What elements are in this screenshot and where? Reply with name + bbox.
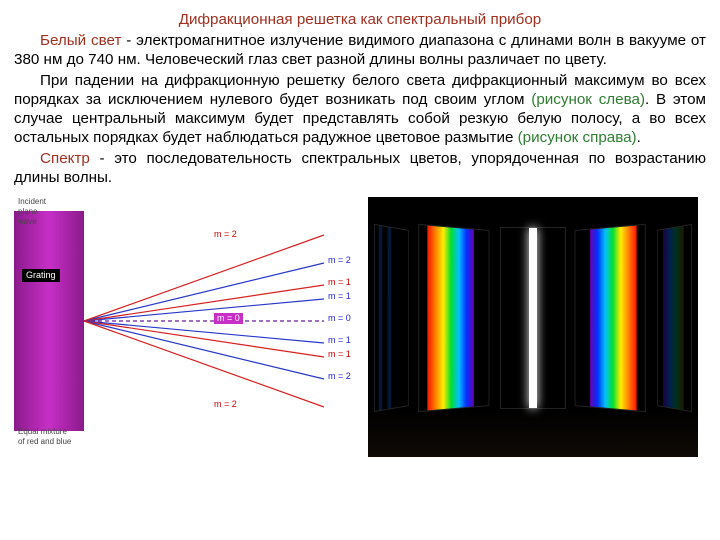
order-m0-right: m = 0 bbox=[328, 313, 351, 324]
stripe-f1 bbox=[379, 226, 383, 411]
left-diagram: Incident plane wave Grating Equal mixtur… bbox=[14, 197, 354, 457]
ref-left-figure: (рисунок слева) bbox=[531, 91, 645, 108]
stripe-f2 bbox=[388, 227, 391, 409]
order-m2-bot-r: m = 2 bbox=[214, 399, 237, 410]
para2-suffix: . bbox=[637, 129, 641, 146]
paragraph-2: При падении на дифракционную решетку бел… bbox=[14, 71, 706, 147]
order-m1-top-r: m = 1 bbox=[328, 277, 351, 288]
order-m2-bot-b: m = 2 bbox=[328, 371, 351, 382]
spectrum-right bbox=[590, 226, 637, 411]
right-photo bbox=[368, 197, 698, 457]
center-white-line bbox=[529, 228, 537, 408]
panel-m2-right bbox=[657, 224, 692, 412]
order-m0-mag: m = 0 bbox=[214, 313, 243, 324]
term-spectrum: Спектр bbox=[40, 150, 90, 167]
spectrum-left bbox=[427, 226, 474, 411]
panel-m1-right bbox=[575, 224, 646, 412]
term-white-light: Белый свет bbox=[40, 32, 121, 49]
table-reflection bbox=[368, 409, 698, 457]
panel-m2-left bbox=[374, 224, 409, 412]
order-m1-top-b: m = 1 bbox=[328, 291, 351, 302]
rays-svg bbox=[14, 197, 354, 457]
figures-row: Incident plane wave Grating Equal mixtur… bbox=[14, 197, 706, 457]
order-m2-top-r: m = 2 bbox=[214, 229, 237, 240]
para3-text: - это последовательность спектральных цв… bbox=[14, 150, 706, 186]
panel-m1-left bbox=[418, 224, 489, 412]
order-m1-bot-r: m = 1 bbox=[328, 349, 351, 360]
order-m1-bot-b: m = 1 bbox=[328, 335, 351, 346]
paragraph-1: Белый свет - электромагнитное излучение … bbox=[14, 31, 706, 69]
panel-m0 bbox=[500, 227, 566, 409]
ref-right-figure: (рисунок справа) bbox=[518, 129, 637, 146]
paragraph-3: Спектр - это последовательность спектрал… bbox=[14, 149, 706, 187]
order-m2-top-b: m = 2 bbox=[328, 255, 351, 266]
spectrum-faint-right bbox=[663, 226, 684, 409]
page-title: Дифракционная решетка как спектральный п… bbox=[14, 10, 706, 29]
